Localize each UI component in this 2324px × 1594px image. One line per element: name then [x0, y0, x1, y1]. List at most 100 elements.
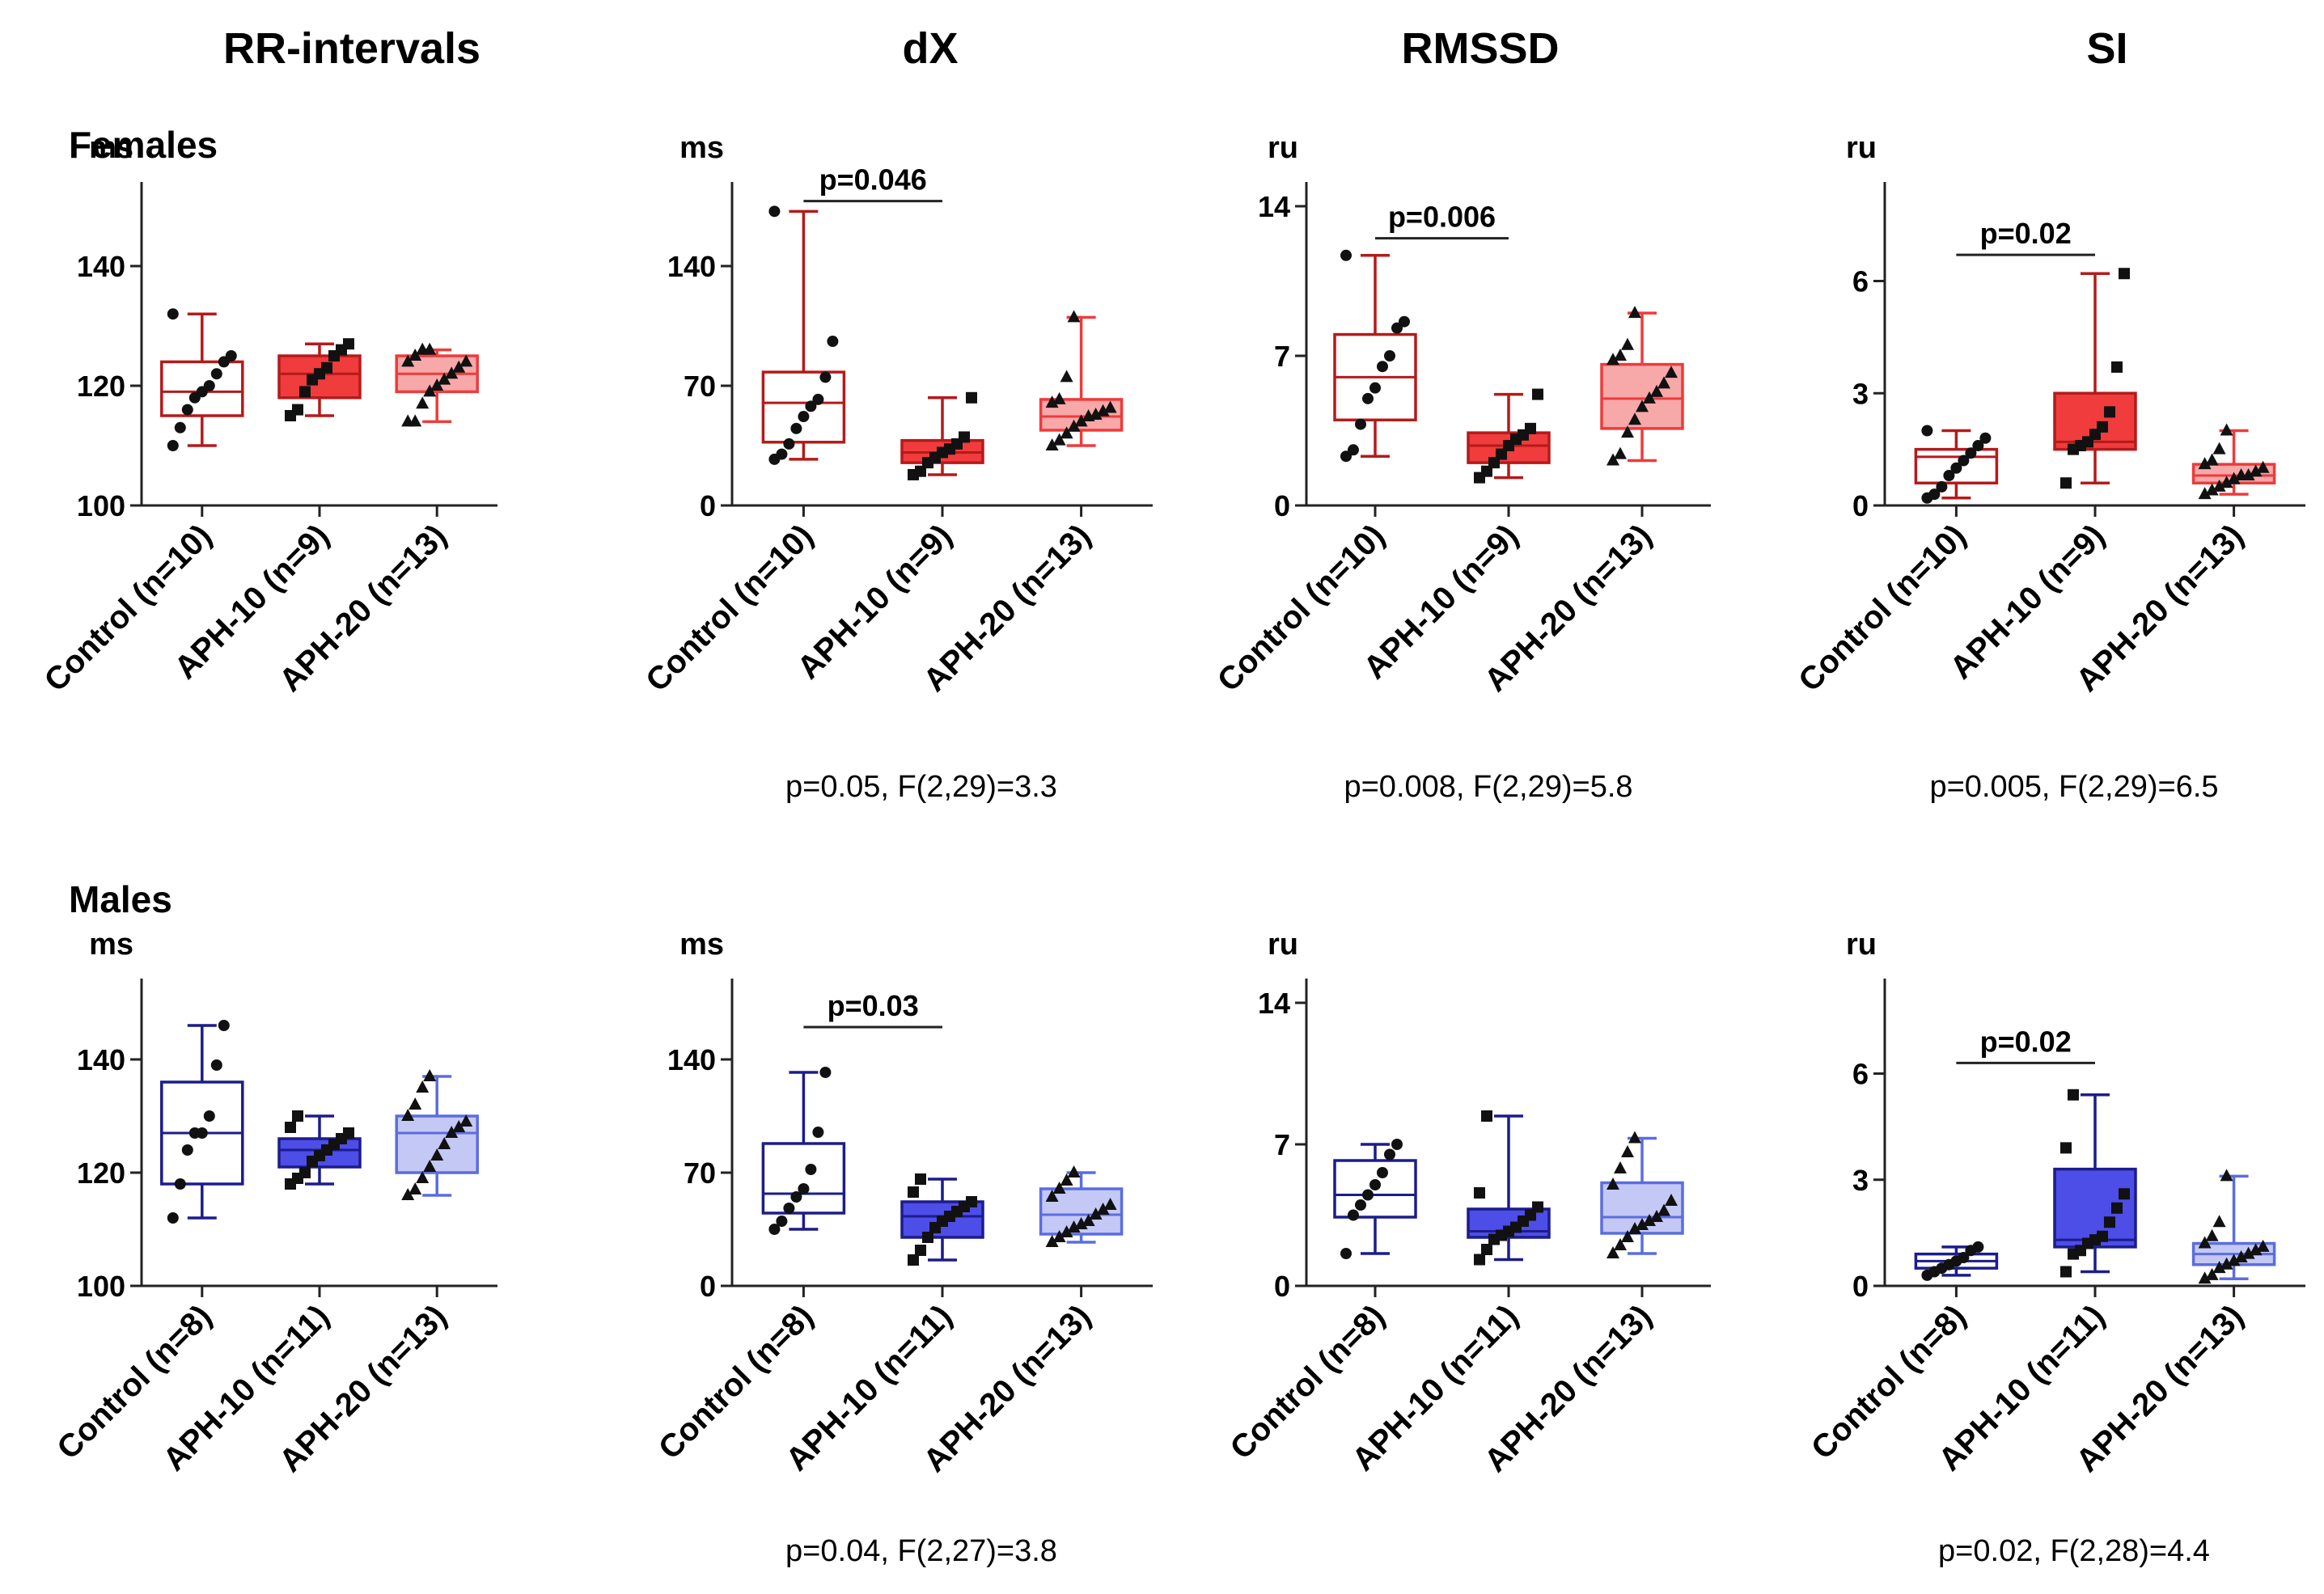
data-point — [408, 1097, 422, 1110]
data-point — [2060, 1266, 2072, 1278]
data-point — [2220, 1257, 2233, 1270]
box-control-n-8 — [1914, 1241, 1999, 1281]
data-point — [438, 1137, 451, 1149]
box-aph-10-n-11 — [277, 1110, 362, 1190]
data-point — [1965, 447, 1977, 459]
y-tick-label: 14 — [1258, 987, 1290, 1020]
data-point — [1532, 388, 1543, 400]
data-point — [1665, 366, 1678, 378]
category-label-control-n-10: Control (n=10) — [1211, 518, 1392, 699]
data-point — [1340, 450, 1352, 463]
data-point — [1074, 414, 1088, 427]
box-iqr — [761, 1142, 846, 1215]
y-tick-label: 140 — [77, 1043, 125, 1076]
column-title-rmssd: RMSSD — [1401, 24, 1559, 73]
data-point — [1045, 1190, 1059, 1202]
data-point — [783, 438, 795, 450]
data-point — [1089, 407, 1103, 420]
data-point — [1474, 1254, 1485, 1266]
data-point — [2227, 1254, 2241, 1266]
data-point — [1052, 1182, 1066, 1194]
data-point — [1369, 382, 1381, 394]
box-control-n-10 — [1333, 249, 1417, 463]
data-point — [2227, 471, 2241, 484]
data-point — [167, 308, 179, 320]
data-point — [196, 1127, 208, 1139]
data-point — [1377, 1167, 1388, 1178]
data-point — [798, 411, 810, 423]
data-point — [1060, 1225, 1073, 1237]
data-point — [1628, 1131, 1641, 1144]
y-unit-label: ru — [1846, 131, 1877, 165]
data-point — [1643, 391, 1656, 404]
data-point — [174, 421, 186, 433]
data-point — [1621, 1230, 1634, 1242]
row-title-males: Males — [69, 878, 172, 920]
data-point — [430, 1148, 444, 1161]
data-point — [1384, 1148, 1395, 1161]
box-aph-20-n-13 — [1600, 1131, 1684, 1258]
data-point — [922, 1232, 933, 1243]
data-point — [790, 1191, 802, 1203]
data-point — [1928, 488, 1941, 501]
data-point — [1936, 480, 1948, 493]
data-point — [915, 1245, 926, 1256]
data-point — [459, 354, 473, 367]
box-control-n-8 — [160, 1020, 244, 1224]
data-point — [1362, 392, 1374, 404]
significance-label: p=0.02 — [1980, 1025, 2072, 1058]
data-point — [1614, 446, 1627, 459]
data-point — [798, 1183, 810, 1194]
data-point — [1369, 1179, 1381, 1190]
data-point — [2097, 421, 2108, 433]
data-point — [203, 380, 215, 391]
data-point — [827, 336, 839, 348]
box-aph-20-n-13 — [1039, 1165, 1124, 1247]
data-point — [1391, 322, 1403, 334]
data-point — [819, 371, 832, 383]
y-tick-label: 140 — [667, 1043, 716, 1076]
data-point — [2220, 423, 2233, 436]
box-aph-10-n-9 — [1467, 388, 1551, 484]
data-point — [1355, 1199, 1366, 1211]
data-point — [1650, 384, 1663, 397]
data-point — [408, 349, 422, 361]
box-iqr — [277, 354, 362, 400]
data-point — [2241, 1246, 2255, 1259]
box-control-n-10 — [1914, 425, 1999, 504]
data-point — [299, 386, 311, 398]
data-point — [915, 1173, 926, 1185]
data-point — [2198, 457, 2212, 470]
y-unit-label: ru — [1846, 928, 1877, 962]
data-point — [2241, 468, 2255, 480]
data-point — [174, 1178, 186, 1190]
anova-stats-text: p=0.04, F(2,27)=3.8 — [785, 1534, 1057, 1568]
data-point — [452, 1120, 466, 1132]
box-control-n-10 — [761, 205, 846, 465]
data-point — [181, 1144, 193, 1156]
data-point — [915, 465, 926, 477]
data-point — [805, 400, 817, 412]
data-point — [1650, 1210, 1663, 1222]
data-point — [423, 342, 437, 355]
data-point — [1060, 426, 1073, 439]
data-point — [1958, 1252, 1970, 1263]
data-point — [1943, 470, 1955, 481]
data-point — [1474, 1187, 1485, 1199]
box-aph-10-n-9 — [2053, 268, 2137, 489]
data-point — [423, 1069, 437, 1081]
data-point — [2198, 1236, 2212, 1249]
data-point — [203, 1110, 215, 1122]
data-point — [1045, 395, 1059, 408]
y-unit-label: ms — [679, 131, 724, 165]
data-point — [1628, 412, 1641, 425]
data-point — [2205, 1267, 2219, 1280]
data-point — [776, 1216, 788, 1227]
data-point — [1606, 1246, 1619, 1258]
data-point — [1384, 350, 1395, 362]
box-aph-20-n-13 — [395, 342, 479, 427]
significance-label: p=0.046 — [819, 163, 927, 197]
